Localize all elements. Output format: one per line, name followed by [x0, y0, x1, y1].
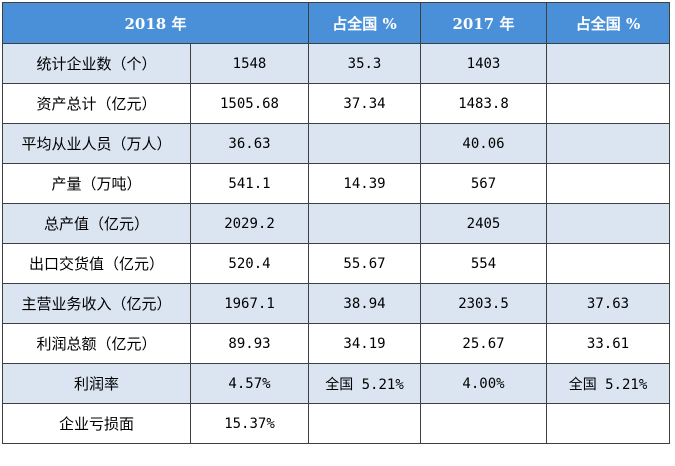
table-row: 企业亏损面 15.37%: [2, 403, 670, 444]
share-2017: [546, 43, 670, 84]
header-share-2017: 占全国 %: [546, 2, 670, 44]
share-2017: [546, 243, 670, 284]
share-2017: [546, 163, 670, 204]
value-2018: 2029.2: [190, 203, 309, 244]
table-body: 统计企业数（个） 1548 35.3 1403 资产总计（亿元） 1505.68 37.34…: [2, 43, 670, 444]
share-2018: [308, 123, 421, 164]
share-2017: [546, 203, 670, 244]
share-2018: 34.19: [308, 323, 421, 364]
share-2018: 35.3: [308, 43, 421, 84]
value-2018: 4.57%: [190, 363, 309, 404]
table-row: 资产总计（亿元） 1505.68 37.34 1483.8: [2, 83, 670, 124]
header-2018: 2018 年: [2, 2, 309, 44]
share-2018: 38.94: [308, 283, 421, 324]
table-row: 主营业务收入（亿元） 1967.1 38.94 2303.5 37.63: [2, 283, 670, 324]
row-label: 利润率: [2, 363, 191, 404]
value-2018: 89.93: [190, 323, 309, 364]
table-row: 利润总额（亿元） 89.93 34.19 25.67 33.61: [2, 323, 670, 364]
header-share-2018: 占全国 %: [308, 2, 421, 44]
value-2018: 520.4: [190, 243, 309, 284]
row-label: 总产值（亿元）: [2, 203, 191, 244]
table-row: 统计企业数（个） 1548 35.3 1403: [2, 43, 670, 84]
table-row: 平均从业人员（万人） 36.63 40.06: [2, 123, 670, 164]
value-2017: 1483.8: [420, 83, 547, 124]
share-2018: [308, 203, 421, 244]
share-2017: 33.61: [546, 323, 670, 364]
value-2017: 1403: [420, 43, 547, 84]
header-2017: 2017 年: [420, 2, 547, 44]
share-2018: [308, 403, 421, 444]
value-2017: 2405: [420, 203, 547, 244]
row-label: 资产总计（亿元）: [2, 83, 191, 124]
table-row: 出口交货值（亿元） 520.4 55.67 554: [2, 243, 670, 284]
row-label: 出口交货值（亿元）: [2, 243, 191, 284]
share-2017: 37.63: [546, 283, 670, 324]
table-row: 利润率 4.57% 全国 5.21% 4.00% 全国 5.21%: [2, 363, 670, 404]
value-2018: 15.37%: [190, 403, 309, 444]
value-2018: 36.63: [190, 123, 309, 164]
table-header: 2018 年 占全国 % 2017 年 占全国 %: [2, 2, 670, 44]
table-row: 总产值（亿元） 2029.2 2405: [2, 203, 670, 244]
share-2018: 全国 5.21%: [308, 363, 421, 404]
row-label: 企业亏损面: [2, 403, 191, 444]
industry-stats-table: 2018 年 占全国 % 2017 年 占全国 % 统计企业数（个） 1548 35…: [2, 2, 670, 444]
row-label: 主营业务收入（亿元）: [2, 283, 191, 324]
header-row: 2018 年 占全国 % 2017 年 占全国 %: [2, 2, 670, 44]
share-2017: [546, 123, 670, 164]
value-2018: 1548: [190, 43, 309, 84]
value-2017: 4.00%: [420, 363, 547, 404]
row-label: 产量（万吨）: [2, 163, 191, 204]
share-2018: 37.34: [308, 83, 421, 124]
value-2018: 1967.1: [190, 283, 309, 324]
row-label: 统计企业数（个）: [2, 43, 191, 84]
value-2018: 1505.68: [190, 83, 309, 124]
value-2018: 541.1: [190, 163, 309, 204]
value-2017: 567: [420, 163, 547, 204]
share-2017: [546, 83, 670, 124]
share-2017: [546, 403, 670, 444]
share-2017: 全国 5.21%: [546, 363, 670, 404]
row-label: 平均从业人员（万人）: [2, 123, 191, 164]
share-2018: 14.39: [308, 163, 421, 204]
value-2017: 554: [420, 243, 547, 284]
row-label: 利润总额（亿元）: [2, 323, 191, 364]
value-2017: 40.06: [420, 123, 547, 164]
stats-table-container: 2018 年 占全国 % 2017 年 占全国 % 统计企业数（个） 1548 35…: [2, 2, 670, 444]
value-2017: 2303.5: [420, 283, 547, 324]
value-2017: 25.67: [420, 323, 547, 364]
table-row: 产量（万吨） 541.1 14.39 567: [2, 163, 670, 204]
value-2017: [420, 403, 547, 444]
share-2018: 55.67: [308, 243, 421, 284]
